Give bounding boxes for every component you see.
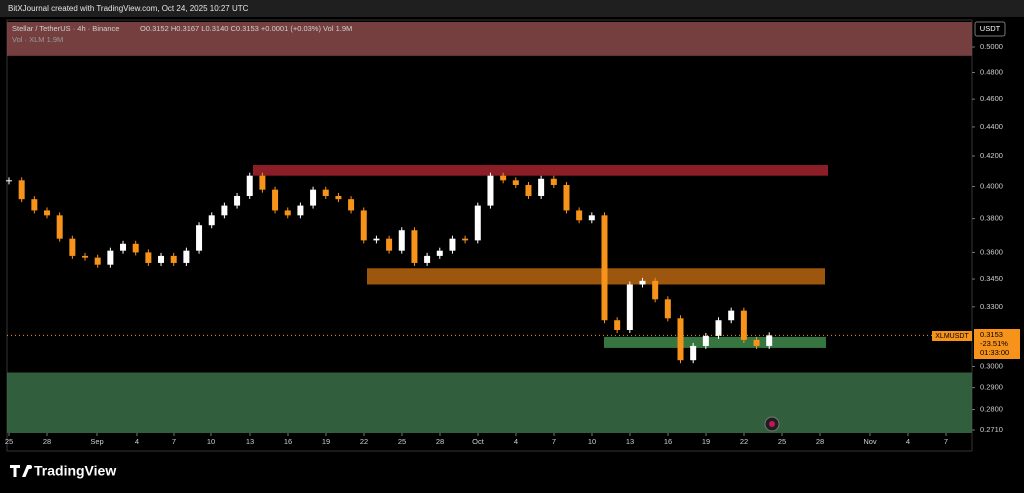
logo-dot bbox=[28, 465, 32, 469]
x-tick-label: 16 bbox=[664, 437, 672, 446]
tradingview-logo bbox=[10, 465, 32, 477]
x-tick-label: 16 bbox=[284, 437, 292, 446]
x-tick-label: 10 bbox=[588, 437, 596, 446]
x-tick-label: 19 bbox=[702, 437, 710, 446]
x-tick-label: 25 bbox=[778, 437, 786, 446]
currency[interactable]: USDT bbox=[980, 24, 1001, 33]
legend-symbol: Stellar / TetherUS · 4h · Binance bbox=[12, 24, 119, 33]
price-tag-countdown: 01:33:00 bbox=[980, 348, 1009, 357]
price-tag bbox=[974, 329, 1020, 359]
y-tick-label: 0.3600 bbox=[980, 247, 1003, 256]
x-tick-label: 7 bbox=[552, 437, 556, 446]
symbol-tag-text: XLMUSDT bbox=[935, 333, 969, 340]
y-tick-label: 0.2800 bbox=[980, 405, 1003, 414]
x-tick-label: 28 bbox=[436, 437, 444, 446]
x-tick-label: 25 bbox=[398, 437, 406, 446]
y-tick-label: 0.4000 bbox=[980, 182, 1003, 191]
zone bbox=[604, 336, 826, 348]
x-tick-label: 28 bbox=[43, 437, 51, 446]
y-tick-label: 0.2900 bbox=[980, 383, 1003, 392]
y-tick-label: 0.4800 bbox=[980, 68, 1003, 77]
y-tick-label: 0.3000 bbox=[980, 361, 1003, 370]
x-tick-label: 4 bbox=[514, 437, 518, 446]
x-tick-label: 13 bbox=[626, 437, 634, 446]
x-tick-label: 19 bbox=[322, 437, 330, 446]
x-tick-label: 7 bbox=[944, 437, 948, 446]
y-tick-label: 0.3800 bbox=[980, 214, 1003, 223]
x-tick-label: Sep bbox=[90, 437, 103, 446]
symbol-tag bbox=[932, 331, 972, 341]
logo-text: TradingView bbox=[34, 463, 116, 479]
zone bbox=[253, 165, 828, 176]
price-tag-change: -23.51% bbox=[980, 339, 1008, 348]
x-tick-label: 25 bbox=[5, 437, 13, 446]
x-tick-label: 28 bbox=[816, 437, 824, 446]
y-tick-label: 0.2710 bbox=[980, 425, 1003, 434]
legend-ohlc: O0.3152 H0.3167 L0.3140 C0.3153 +0.0001 … bbox=[140, 24, 352, 33]
y-tick-label: 0.4200 bbox=[980, 151, 1003, 160]
x-tick-label: 13 bbox=[246, 437, 254, 446]
x-tick-label: 4 bbox=[906, 437, 910, 446]
x-tick-label: Oct bbox=[472, 437, 485, 446]
y-tick-label: 0.3300 bbox=[980, 302, 1003, 311]
logo-mark bbox=[10, 465, 31, 477]
x-tick-label: Nov bbox=[863, 437, 877, 446]
zone bbox=[7, 372, 972, 433]
currency-box[interactable] bbox=[974, 21, 1006, 37]
event-icon-dot bbox=[769, 421, 775, 427]
zone bbox=[367, 268, 825, 285]
credit: BitXJournal created with TradingView.com… bbox=[8, 4, 249, 13]
legend-volume: Vol · XLM 1.9M bbox=[12, 35, 63, 44]
x-tick-label: 7 bbox=[172, 437, 176, 446]
y-tick-label: 0.3450 bbox=[980, 274, 1003, 283]
y-tick-label: 0.4600 bbox=[980, 94, 1003, 103]
x-tick-label: 22 bbox=[740, 437, 748, 446]
y-tick-label: 0.5000 bbox=[980, 42, 1003, 51]
price-tag-price: 0.3153 bbox=[980, 330, 1003, 339]
y-tick-label: 0.4400 bbox=[980, 122, 1003, 131]
x-tick-label: 10 bbox=[207, 437, 215, 446]
zone bbox=[7, 22, 972, 56]
x-tick-label: 22 bbox=[360, 437, 368, 446]
header-bar bbox=[0, 0, 1024, 17]
x-tick-label: 4 bbox=[135, 437, 139, 446]
